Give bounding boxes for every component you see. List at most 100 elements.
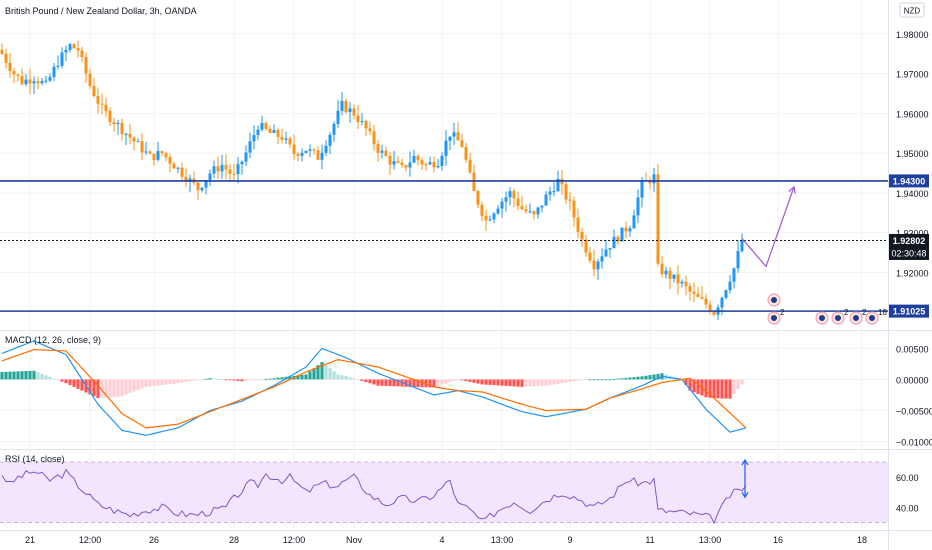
macd-histogram-bar	[440, 379, 444, 385]
event-badge-1[interactable]	[767, 293, 781, 307]
time-axis[interactable]: 21 12:00 26 28 12:00 Nov 4 13:00 9 11 13:00 16 18	[25, 535, 867, 545]
support-price-tag: 1.91025	[893, 307, 926, 317]
event-badge-5[interactable]: 2	[849, 308, 867, 325]
rsi-tick-label: 60.00	[896, 473, 919, 483]
macd-histogram-bar	[248, 379, 252, 381]
candle-body	[516, 198, 520, 206]
candle-body	[28, 79, 32, 84]
macd-histogram-bar	[124, 379, 128, 395]
macd-histogram-bar	[488, 379, 492, 385]
grid-lines	[0, 0, 888, 530]
macd-histogram-bar	[0, 371, 4, 380]
macd-histogram-bar	[152, 379, 156, 386]
candle-body	[88, 73, 92, 86]
macd-histogram-bar	[516, 379, 520, 387]
candle-body	[496, 208, 500, 214]
macd-histogram-bar	[296, 375, 300, 380]
macd-histogram-bar	[460, 379, 464, 381]
macd-histogram-bar	[556, 379, 560, 384]
candle-body	[576, 217, 580, 232]
macd-histogram-bar	[628, 377, 632, 380]
candle-body	[300, 152, 304, 156]
candle-body	[72, 44, 76, 49]
macd-histogram-bar	[188, 379, 192, 382]
candle-body	[396, 161, 400, 163]
macd-histogram-bar	[128, 379, 132, 394]
event-badge-count: 2	[780, 308, 785, 317]
candle-body	[580, 231, 584, 240]
candle-body	[724, 290, 728, 298]
event-badge-6[interactable]: 18	[865, 308, 887, 325]
event-badge-count: 18	[878, 308, 887, 317]
candle-body	[728, 281, 732, 291]
macd-histogram-bar	[540, 379, 544, 386]
macd-histogram-bar	[348, 377, 352, 380]
macd-histogram-bar	[732, 379, 736, 394]
candle-body	[524, 209, 528, 212]
price-axis[interactable]: 1.98000 1.97000 1.96000 1.95000 1.94000 1.930…	[896, 30, 929, 279]
macd-histogram-bar	[448, 379, 452, 383]
candle-body	[696, 293, 700, 298]
macd-histogram-bar	[468, 379, 472, 382]
macd-histogram-bar	[320, 362, 324, 380]
candle-body	[108, 110, 112, 123]
price-tick-label: 1.95000	[896, 149, 929, 159]
current-price-tag: 1.92802	[893, 236, 926, 246]
macd-histogram-bar	[60, 379, 64, 382]
macd-histogram-bar	[464, 379, 468, 382]
countdown-tag: 02:30:48	[891, 248, 926, 258]
macd-line	[1, 340, 747, 436]
candle-body	[36, 81, 40, 84]
currency-button[interactable]: NZD	[899, 2, 925, 18]
event-badge-4[interactable]: 2	[831, 308, 849, 325]
candle-body	[0, 49, 4, 54]
candle-body	[468, 159, 472, 173]
macd-histogram-bar	[36, 372, 40, 380]
candle-body	[736, 251, 740, 269]
candle-body	[160, 151, 164, 154]
price-tick-label: 1.93000	[896, 229, 929, 239]
time-tick-label: Nov	[346, 535, 363, 545]
macd-histogram-bar	[184, 379, 188, 382]
macd-histogram-bar	[724, 379, 728, 399]
candle-body	[456, 132, 460, 141]
candle-body	[276, 129, 280, 137]
macd-histogram-bar	[684, 379, 688, 386]
macd-histogram-bar	[164, 379, 168, 385]
macd-histogram-bar	[144, 379, 148, 387]
macd-histogram-bar	[160, 379, 164, 386]
resistance-price-tag: 1.94300	[893, 176, 926, 186]
candle-body	[584, 239, 588, 253]
macd-histogram-bar	[80, 379, 84, 391]
candle-body	[384, 150, 388, 156]
time-tick-label: 21	[25, 535, 35, 545]
candle-body	[272, 129, 276, 133]
candle-body	[528, 211, 532, 213]
price-tick-label: 1.96000	[896, 109, 929, 119]
candle-body	[596, 261, 600, 270]
macd-histogram-bar	[492, 379, 496, 386]
candle-body	[228, 169, 232, 174]
macd-histogram-bar	[496, 379, 500, 386]
candle-body	[260, 123, 264, 130]
macd-histogram-bar	[612, 379, 616, 380]
macd-histogram-bar	[300, 374, 304, 380]
candle-body	[168, 157, 172, 164]
candle-body	[556, 178, 560, 192]
macd-histogram-bar	[696, 379, 700, 394]
candle-body	[252, 135, 256, 142]
macd-histogram-bar	[88, 379, 92, 395]
candle-body	[312, 149, 316, 151]
macd-histogram-bar	[20, 371, 24, 380]
candle-body	[664, 270, 668, 275]
candle-body	[220, 165, 224, 172]
time-tick-label: 12:00	[283, 535, 306, 545]
candle-body	[720, 297, 724, 308]
macd-histogram-bar	[132, 379, 136, 392]
candle-body	[520, 205, 524, 210]
event-badge-2[interactable]: 2	[767, 308, 785, 325]
candle-body	[68, 44, 72, 51]
event-badge-3[interactable]	[815, 311, 829, 325]
